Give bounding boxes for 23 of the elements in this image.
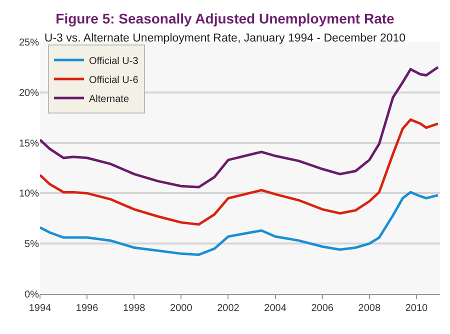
legend-label: Official U-3 [89,56,139,67]
y-tick-label: 10% [18,188,40,200]
y-tick-label: 20% [18,88,40,99]
x-tick-label: 1994 [28,303,52,314]
x-tick-label: 1998 [122,303,146,314]
x-tick-label: 2004 [264,303,287,314]
chart-title: Figure 5: Seasonally Adjusted Unemployment Rate [56,10,395,26]
x-tick-label: 1996 [76,303,99,314]
x-tick-label: 2010 [405,303,428,314]
y-tick-label: 0% [24,290,40,300]
x-tick-label: 2002 [217,303,240,314]
legend-label: Official U-6 [89,74,139,86]
line-series [40,190,440,256]
y-tick-label: 25% [18,38,40,48]
x-tick-label: 2006 [311,303,334,314]
y-tick-label: 5% [24,239,40,250]
x-tick-label: 2008 [358,303,381,314]
y-tick-label: 15% [18,138,40,150]
legend-label: Alternate [89,94,130,105]
line-series [40,66,440,188]
chart-subtitle: U-3 vs. Alternate Unemployment Rate, January 1994 - December 2010 [44,32,406,45]
line-series [40,118,440,226]
x-tick-label: 2000 [170,303,193,314]
